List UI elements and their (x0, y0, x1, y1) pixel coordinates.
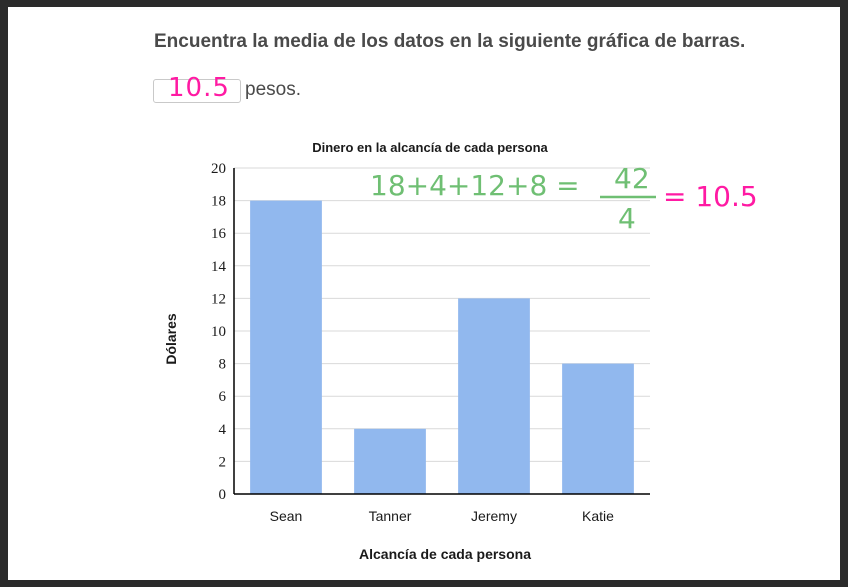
x-tick-label: Jeremy (471, 508, 517, 524)
bar-jeremy (458, 298, 530, 494)
axes (233, 168, 650, 495)
y-tick-label: 16 (211, 226, 227, 242)
y-tick-label: 12 (211, 291, 226, 307)
x-tick-labels: Sean Tanner Jeremy Katie (270, 508, 615, 524)
answer-input[interactable] (153, 79, 241, 103)
y-tick-labels: 0 2 4 6 8 10 12 14 16 18 20 (211, 161, 227, 503)
y-tick-label: 20 (211, 161, 226, 177)
bar-sean (250, 200, 322, 494)
y-tick-label: 8 (219, 357, 227, 373)
y-tick-label: 4 (219, 422, 227, 438)
y-axis-title: Dólares (163, 313, 179, 365)
x-tick-label: Tanner (369, 508, 412, 524)
bars (250, 200, 634, 494)
y-tick-label: 10 (211, 324, 226, 340)
x-axis-title: Alcancía de cada persona (359, 546, 531, 562)
y-tick-label: 6 (219, 389, 227, 405)
annotation-numerator: 42 (614, 162, 650, 195)
bar-katie (562, 363, 634, 494)
problem-card: Encuentra la media de los datos en la si… (8, 7, 840, 580)
annotation-sum: 18+4+12+8 = (370, 169, 580, 202)
answer-unit-label: pesos. (245, 79, 301, 100)
y-tick-label: 2 (219, 454, 227, 470)
bar-tanner (354, 428, 426, 494)
y-tick-label: 0 (219, 487, 227, 503)
x-tick-label: Sean (270, 508, 303, 524)
annotation-denominator: 4 (618, 202, 636, 235)
annotation-result: = 10.5 (663, 180, 758, 213)
x-tick-label: Katie (582, 508, 614, 524)
y-tick-label: 18 (211, 194, 226, 210)
answer-handwritten-value: 10.5 (168, 73, 230, 103)
chart-title: Dinero en la alcancía de cada persona (312, 140, 548, 155)
y-tick-label: 14 (211, 259, 227, 275)
question-text: Encuentra la media de los datos en la si… (154, 31, 746, 52)
